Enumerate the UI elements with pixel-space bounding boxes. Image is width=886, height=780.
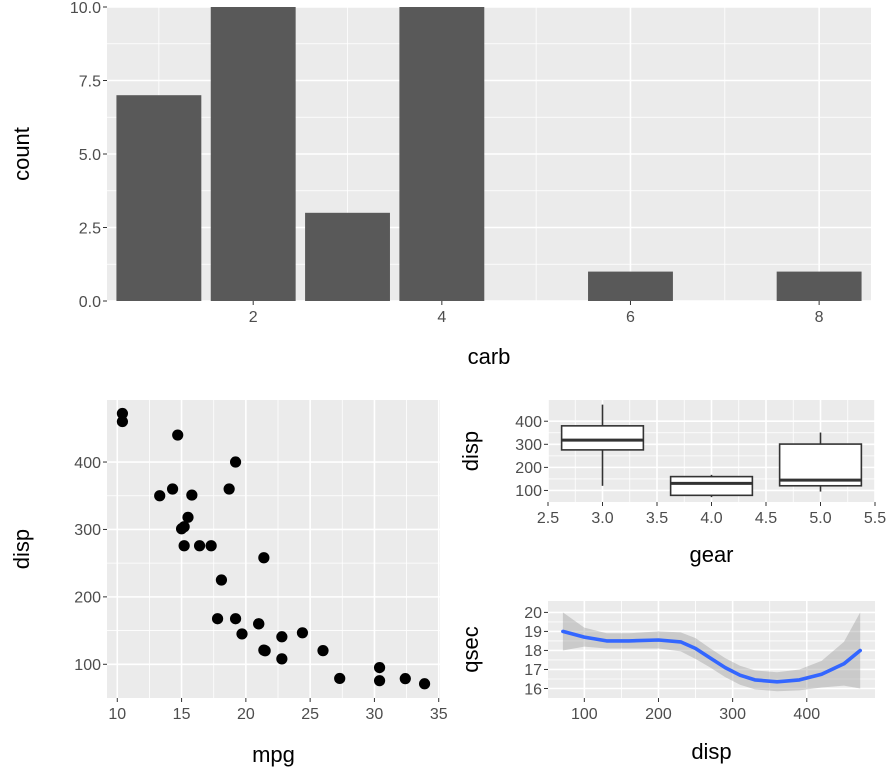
scatter-point [178,540,190,552]
box-chart-y-tick-label: 200 [515,460,542,477]
smooth-line [561,629,863,684]
scatter-point [229,613,242,625]
smooth-chart-y-tick-label: 20 [524,605,542,622]
smooth-chart-y-tick-label: 17 [524,662,542,679]
bar-chart-y-tick-label: 10.0 [70,0,101,17]
smooth-chart-panel-background [548,601,875,698]
box-chart-x-tick-label: 5.5 [864,510,886,527]
scatter-point [399,673,411,685]
box-chart-x-tick-label: 5.0 [809,510,831,527]
box-chart-x-tick-label: 4.0 [700,510,722,527]
bar-chart-x-tick-label: 8 [815,309,824,326]
box-chart-x-axis-title: gear [689,542,733,567]
scatter-point [193,540,206,552]
smooth-chart-y-tick-label: 18 [524,643,542,660]
scatter-chart-x-tick-label: 30 [366,706,384,723]
scatter-point [317,645,329,657]
bar-chart-y-tick-label: 0.0 [79,294,101,311]
bar-chart-x-tick-label: 4 [437,309,446,326]
box-chart-y-tick-label: 400 [515,414,542,431]
scatter-chart-y-tick-label: 300 [74,522,101,539]
bar-chart-x-axis-title: carb [468,344,511,369]
bar-carb-4 [399,7,485,301]
box-chart-x-tick-label: 3.0 [591,510,613,527]
box-chart-x-tick-label: 3.5 [646,510,668,527]
bar-chart-y-axis-title: count [9,127,34,181]
smooth-chart-x-tick-label: 200 [645,706,672,723]
scatter-point [258,644,270,656]
scatter-point [236,628,248,640]
scatter-point [175,523,188,535]
scatter-point [166,483,179,495]
box-chart-y-axis-title: disp [458,431,483,471]
scatter-point [296,627,309,639]
scatter-chart-y-tick-label: 200 [74,590,101,607]
scatter-point [276,631,288,643]
bar-chart-group: 2 4 6 8 0.0 2.5 5.0 7.5 10.0 carb count [9,0,871,369]
scatter-point [215,574,228,586]
smooth-chart-y-tick-label: 19 [524,624,542,641]
box-chart-group: 2.5 3.0 3.5 4.0 4.5 5.0 5.5 100 200 300 400 gear dis… [458,400,886,567]
scatter-chart-x-tick-label: 25 [301,706,319,723]
smooth-chart-x-axis-title: disp [691,739,731,764]
bar-chart-x-tick-label: 2 [249,309,258,326]
smooth-chart-x-tick-label: 400 [793,706,820,723]
scatter-chart-y-tick-label: 100 [74,657,101,674]
confidence-ribbon [562,612,861,692]
smooth-chart-y-tick-label: 16 [524,681,542,698]
bar-carb-3 [305,212,390,301]
scatter-point [418,678,431,690]
scatter-point [258,552,270,564]
scatter-point [373,675,386,687]
bar-chart-x-tick-label: 6 [626,309,635,326]
smooth-chart-group: 100 200 300 400 16 17 18 19 20 disp qsec [458,601,875,764]
scatter-point [172,429,184,441]
scatter-point [253,618,265,630]
scatter-point [229,456,242,468]
bar-chart-y-tick-label: 5.0 [79,147,101,164]
scatter-point [116,407,129,420]
scatter-chart-x-tick-label: 35 [430,706,448,723]
scatter-point [116,415,129,428]
scatter-point [276,653,288,665]
bar-chart-y-tick-label: 7.5 [79,73,101,90]
bar-carb-6 [588,271,673,301]
scatter-point [182,511,194,523]
scatter-point [211,613,224,625]
box-chart-x-tick-label: 4.5 [755,510,777,527]
box-chart-y-tick-label: 300 [515,437,542,454]
box-chart-x-tick-label: 2.5 [537,510,559,527]
scatter-chart-group: 10 15 20 25 30 35 100 200 300 400 mpg disp [9,400,448,767]
scatter-chart-x-tick-label: 20 [237,706,255,723]
scatter-point [223,483,235,495]
box-chart-y-tick-label: 100 [515,483,542,500]
scatter-chart-y-axis-title: disp [9,529,34,569]
scatter-point [373,661,386,674]
smooth-chart-y-axis-title: qsec [458,626,483,672]
scatter-point [334,672,346,685]
smooth-chart-x-tick-label: 100 [571,706,598,723]
scatter-chart-x-tick-label: 10 [108,706,126,723]
scatter-chart-x-tick-label: 15 [173,706,191,723]
scatter-chart-panel-background [107,400,440,698]
scatter-point [154,490,166,502]
bar-carb-8 [776,271,862,301]
bar-carb-2 [210,7,296,301]
scatter-chart-x-axis-title: mpg [252,742,295,767]
scatter-point [205,540,217,552]
bar-chart-y-tick-label: 2.5 [79,220,101,237]
box-iqr [560,425,645,451]
scatter-point [186,489,198,501]
bar-carb-1 [116,95,202,301]
smooth-chart-x-tick-label: 300 [719,706,746,723]
scatter-chart-y-tick-label: 400 [74,455,101,472]
box-iqr [669,475,754,497]
